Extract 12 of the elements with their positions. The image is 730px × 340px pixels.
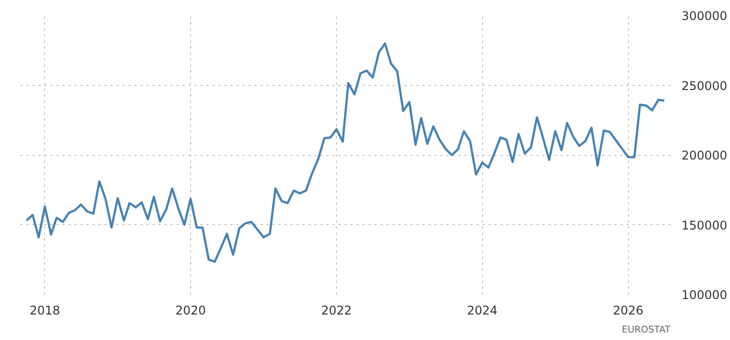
y-tick-label: 250000 [682,78,728,93]
y-tick-label: 100000 [682,288,728,302]
x-tick-label: 2018 [30,304,60,318]
x-tick-label: 2024 [466,304,498,318]
x-tick-label: 2022 [321,304,352,318]
text: EUROSTAT [622,324,671,336]
x-tick-label: 2020 [175,304,206,318]
y-tick-label: 300000 [682,9,728,23]
y-tick-label: 150000 [682,218,728,232]
x-tick-label: 2026 [612,304,644,318]
y-tick-label: 200000 [682,148,728,162]
line-series [25,42,666,263]
